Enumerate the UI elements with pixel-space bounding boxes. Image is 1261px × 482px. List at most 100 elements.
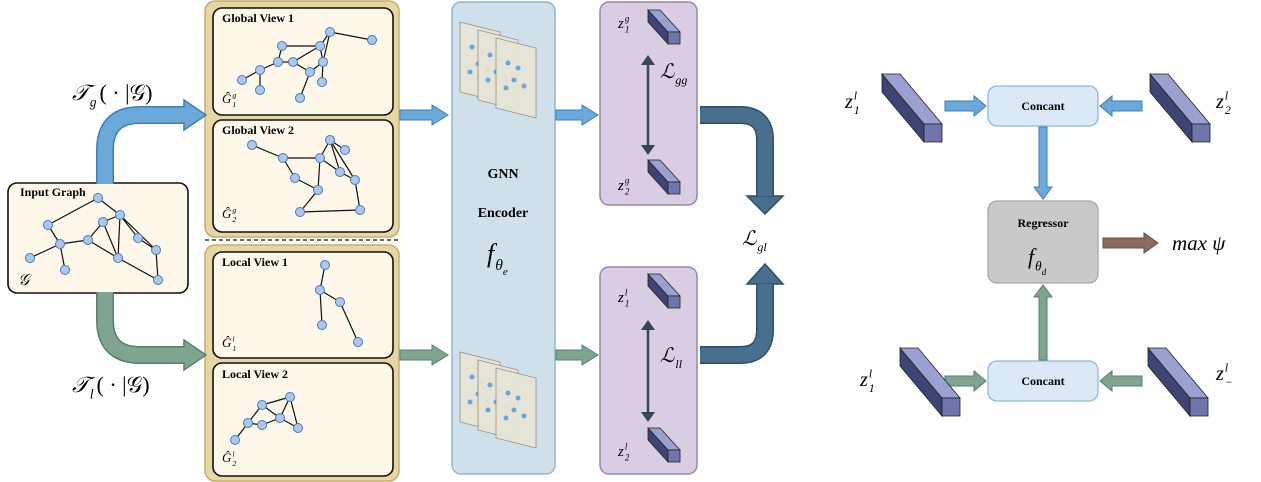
graph-node bbox=[255, 65, 265, 75]
math-sup: g bbox=[625, 176, 630, 186]
graph-edge bbox=[339, 301, 359, 343]
view-title: Local View 2 bbox=[222, 367, 288, 381]
regressor-box bbox=[987, 200, 1099, 284]
math-base: Ĝ bbox=[222, 450, 232, 465]
graph-node bbox=[60, 265, 70, 275]
math-sub: ll bbox=[675, 357, 682, 371]
graph-edge bbox=[119, 214, 157, 251]
arrow bbox=[1033, 126, 1053, 200]
math-base: ℒ bbox=[660, 345, 675, 367]
math-sub: d bbox=[1042, 267, 1047, 277]
graph-node bbox=[315, 285, 325, 295]
arrow-body bbox=[700, 107, 773, 196]
math-sub: g bbox=[90, 95, 97, 110]
arrow-body bbox=[97, 292, 185, 363]
arrow bbox=[1099, 94, 1143, 118]
graph-edge bbox=[155, 249, 159, 281]
arrow bbox=[555, 104, 599, 126]
graph-node bbox=[55, 239, 65, 249]
math-sub: 1 bbox=[232, 344, 236, 353]
encoder-title: GNN bbox=[487, 167, 518, 182]
graph-node bbox=[288, 57, 298, 67]
graph-node bbox=[255, 85, 265, 95]
graph-node bbox=[315, 153, 325, 163]
arrow bbox=[555, 344, 599, 366]
math-sub: 2 bbox=[625, 187, 630, 197]
graph-node bbox=[25, 253, 35, 263]
graph-node bbox=[295, 207, 305, 217]
graph-node bbox=[83, 235, 93, 245]
graph-edge bbox=[251, 144, 284, 159]
math-sub: 2 bbox=[232, 459, 236, 468]
graph-node bbox=[355, 205, 365, 215]
arrow bbox=[1033, 284, 1053, 361]
math-base: f bbox=[487, 239, 498, 268]
plane-node bbox=[469, 374, 475, 380]
math-base: z bbox=[617, 178, 624, 194]
math-sub: 1 bbox=[232, 100, 236, 109]
graph-edge bbox=[117, 214, 121, 259]
math-sup: l bbox=[869, 367, 873, 381]
plane-node bbox=[503, 415, 509, 421]
graph-node bbox=[285, 392, 295, 402]
graph-node bbox=[257, 420, 267, 430]
graph-node bbox=[293, 423, 303, 433]
plane-node bbox=[485, 77, 491, 83]
math-base: z bbox=[617, 290, 624, 306]
math-base: z bbox=[617, 444, 624, 460]
plane-node bbox=[505, 390, 511, 396]
arrow-head bbox=[641, 145, 655, 155]
plane-node bbox=[515, 395, 521, 401]
graph-node bbox=[325, 27, 335, 37]
graph-edge bbox=[117, 257, 159, 281]
graph-node bbox=[335, 297, 345, 307]
encoder-box bbox=[451, 1, 556, 475]
math-sup: l bbox=[232, 450, 234, 459]
embedding-bar bbox=[941, 397, 961, 417]
graph-node bbox=[133, 233, 143, 243]
graph-node bbox=[115, 210, 125, 220]
arrow-head bbox=[183, 338, 208, 372]
graph-edge bbox=[322, 31, 331, 63]
math-base: 𝒢 bbox=[18, 272, 32, 289]
arrow bbox=[1102, 232, 1159, 254]
graph-node bbox=[315, 41, 325, 51]
graph-node bbox=[350, 175, 360, 185]
plane-node bbox=[487, 382, 493, 388]
arrow-head bbox=[641, 412, 655, 422]
plane-node bbox=[467, 69, 473, 75]
embedding-bar bbox=[1191, 123, 1211, 143]
graph-node bbox=[320, 260, 330, 270]
math-base: Ĝ bbox=[222, 335, 232, 350]
graph-edge bbox=[102, 221, 119, 259]
math-sub: θ bbox=[495, 257, 503, 274]
math-sup: g bbox=[232, 91, 236, 100]
math-sub: l bbox=[90, 387, 94, 402]
arrow-head bbox=[745, 262, 785, 285]
math-base: ℒ bbox=[742, 228, 757, 250]
graph-edge bbox=[329, 31, 373, 41]
embedding-bar bbox=[923, 123, 943, 143]
math-tail: ( · |𝒢) bbox=[99, 80, 152, 105]
math-sub: 1 bbox=[625, 299, 630, 309]
arrow bbox=[944, 94, 987, 118]
concat-box bbox=[987, 85, 1099, 127]
plane-node bbox=[485, 407, 491, 413]
feature-plane bbox=[495, 367, 537, 449]
graph-edge bbox=[317, 157, 321, 191]
graph-edge bbox=[292, 45, 321, 63]
plane-node bbox=[521, 413, 527, 419]
plane-node bbox=[511, 77, 517, 83]
graph-edge bbox=[289, 396, 299, 429]
graph-node bbox=[340, 145, 350, 155]
arrow-head bbox=[183, 98, 208, 132]
math-base: Ĝ bbox=[222, 91, 232, 106]
math-sub: 2 bbox=[1225, 103, 1231, 117]
graph-node bbox=[153, 275, 163, 285]
arrow-head bbox=[641, 320, 655, 330]
math-base: z bbox=[844, 91, 853, 113]
math-base: z bbox=[1215, 91, 1224, 113]
math-base: z bbox=[1215, 363, 1224, 385]
view-title: Local View 1 bbox=[222, 255, 288, 269]
embedding-bar bbox=[667, 31, 681, 45]
